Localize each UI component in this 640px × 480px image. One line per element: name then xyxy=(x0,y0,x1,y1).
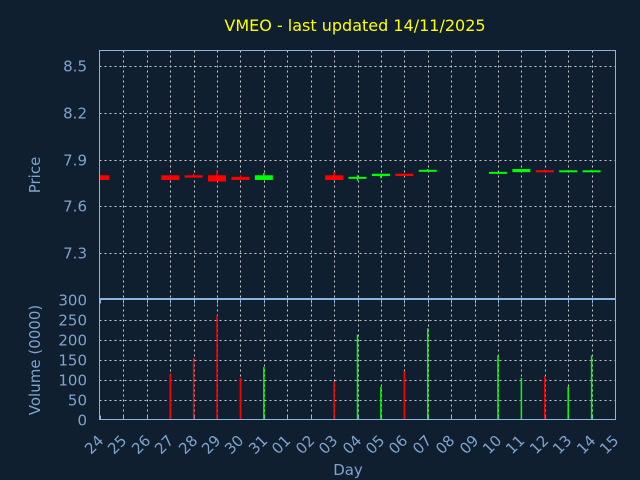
candle-body xyxy=(208,175,227,182)
x-tick-label: 25 xyxy=(104,432,130,458)
candle-body xyxy=(535,170,554,173)
candle xyxy=(395,173,414,177)
x-tick-label: 06 xyxy=(385,432,411,458)
volume-tick-label: 300 xyxy=(58,292,87,310)
price-tick-label: 8.2 xyxy=(63,105,87,123)
volume-tick-label: 250 xyxy=(58,312,87,330)
x-axis-label: Day xyxy=(333,461,363,479)
x-tick-label: 15 xyxy=(596,432,622,458)
volume-tick-label: 200 xyxy=(58,332,87,350)
price-grid xyxy=(99,50,616,299)
candle xyxy=(161,175,180,180)
price-tick-label: 7.3 xyxy=(63,245,87,263)
candle-body xyxy=(161,175,180,180)
volume-bars xyxy=(169,315,593,420)
candle-body xyxy=(254,175,273,180)
candle-body xyxy=(371,173,390,177)
volume-tick-label: 100 xyxy=(58,372,87,390)
candle xyxy=(325,172,344,180)
candle-body xyxy=(582,170,601,173)
candle-body xyxy=(184,175,203,178)
candle xyxy=(254,172,273,180)
candle-body xyxy=(559,170,578,173)
x-tick-label: 03 xyxy=(315,432,341,458)
candle-body xyxy=(325,175,344,180)
price-tick-label: 8.5 xyxy=(63,58,87,76)
volume-axis-label: Volume (0000) xyxy=(26,305,44,415)
candles xyxy=(99,169,601,182)
candle xyxy=(559,169,578,173)
candle-body xyxy=(348,176,367,179)
volume-tick-label: 150 xyxy=(58,352,87,370)
candle-body xyxy=(395,173,414,177)
candle-body xyxy=(99,175,109,180)
volume-tick-label: 50 xyxy=(68,392,87,410)
volume-panel-frame xyxy=(99,299,616,420)
candle xyxy=(488,171,507,175)
candle xyxy=(418,169,437,172)
chart-title: VMEO - last updated 14/11/2025 xyxy=(224,16,485,35)
x-tick-label: 11 xyxy=(502,432,528,458)
candle xyxy=(582,169,601,173)
candle xyxy=(512,169,531,173)
candle xyxy=(208,170,227,182)
candle-body xyxy=(231,176,250,180)
candle-body xyxy=(512,169,531,173)
candle xyxy=(231,175,250,180)
candle xyxy=(535,169,554,173)
volume-tick-label: 0 xyxy=(77,412,87,430)
candle xyxy=(371,173,390,179)
volume-grid xyxy=(99,299,616,420)
candle xyxy=(99,175,109,180)
price-tick-label: 7.6 xyxy=(63,198,87,216)
x-tick-label: 08 xyxy=(432,432,458,458)
candle-body xyxy=(488,171,507,174)
x-tick-labels: 2425262728293031010203040506070809101112… xyxy=(81,432,622,458)
candle xyxy=(348,175,367,181)
price-panel-frame xyxy=(99,50,616,299)
candle-body xyxy=(418,169,437,172)
y-tick-labels: 7.3 7.6 7.9 8.2 8.5 0 50 100 150 200 250 300 xyxy=(58,58,87,430)
x-tick-label: 27 xyxy=(151,432,177,458)
x-tick-label: 01 xyxy=(268,432,294,458)
x-tick-label: 13 xyxy=(549,432,575,458)
candle xyxy=(184,173,203,178)
x-tick-label: 30 xyxy=(221,432,247,458)
price-axis-label: Price xyxy=(26,157,44,194)
price-tick-label: 7.9 xyxy=(63,152,87,170)
